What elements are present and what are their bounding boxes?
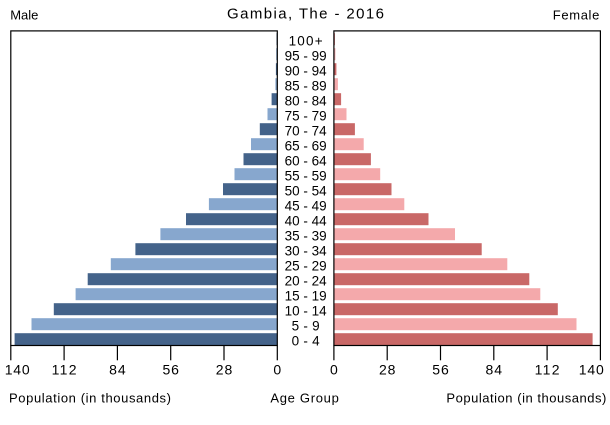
svg-text:20 - 24: 20 - 24 xyxy=(285,274,328,289)
svg-text:56: 56 xyxy=(432,362,449,378)
svg-text:10 - 14: 10 - 14 xyxy=(285,304,328,319)
svg-text:5 - 9: 5 - 9 xyxy=(292,319,320,334)
svg-text:90 - 94: 90 - 94 xyxy=(285,64,328,79)
svg-text:Population (in thousands): Population (in thousands) xyxy=(446,390,606,405)
svg-text:0: 0 xyxy=(330,362,338,378)
svg-text:85 - 89: 85 - 89 xyxy=(285,79,327,94)
svg-text:140: 140 xyxy=(5,362,30,378)
svg-text:30 - 34: 30 - 34 xyxy=(285,244,328,259)
svg-text:25 - 29: 25 - 29 xyxy=(285,259,327,274)
svg-text:Female: Female xyxy=(553,8,600,23)
svg-text:55 - 59: 55 - 59 xyxy=(285,169,327,184)
svg-text:Population (in thousands): Population (in thousands) xyxy=(9,390,171,405)
svg-text:84: 84 xyxy=(109,362,126,378)
svg-text:15 - 19: 15 - 19 xyxy=(285,289,327,304)
svg-text:28: 28 xyxy=(379,362,396,378)
svg-text:28: 28 xyxy=(216,362,233,378)
svg-text:80 - 84: 80 - 84 xyxy=(285,94,328,109)
svg-text:0 - 4: 0 - 4 xyxy=(292,334,320,349)
svg-text:65 - 69: 65 - 69 xyxy=(285,139,327,154)
svg-text:45 - 49: 45 - 49 xyxy=(285,199,327,214)
svg-text:Age Group: Age Group xyxy=(270,390,339,405)
svg-text:60 - 64: 60 - 64 xyxy=(285,154,328,169)
svg-text:112: 112 xyxy=(52,362,77,378)
svg-text:50 - 54: 50 - 54 xyxy=(285,184,328,199)
svg-text:0: 0 xyxy=(273,362,281,378)
svg-text:84: 84 xyxy=(486,362,503,378)
svg-text:140: 140 xyxy=(579,362,604,378)
svg-text:40 - 44: 40 - 44 xyxy=(285,214,328,229)
svg-text:95 - 99: 95 - 99 xyxy=(285,49,327,64)
svg-text:Gambia, The - 2016: Gambia, The - 2016 xyxy=(227,6,384,23)
svg-text:56: 56 xyxy=(162,362,179,378)
svg-text:35 - 39: 35 - 39 xyxy=(285,229,327,244)
svg-text:112: 112 xyxy=(535,362,560,378)
svg-text:Male: Male xyxy=(10,8,38,23)
svg-text:70 - 74: 70 - 74 xyxy=(285,124,328,139)
svg-text:75 - 79: 75 - 79 xyxy=(285,109,327,124)
svg-text:100+: 100+ xyxy=(289,34,323,49)
